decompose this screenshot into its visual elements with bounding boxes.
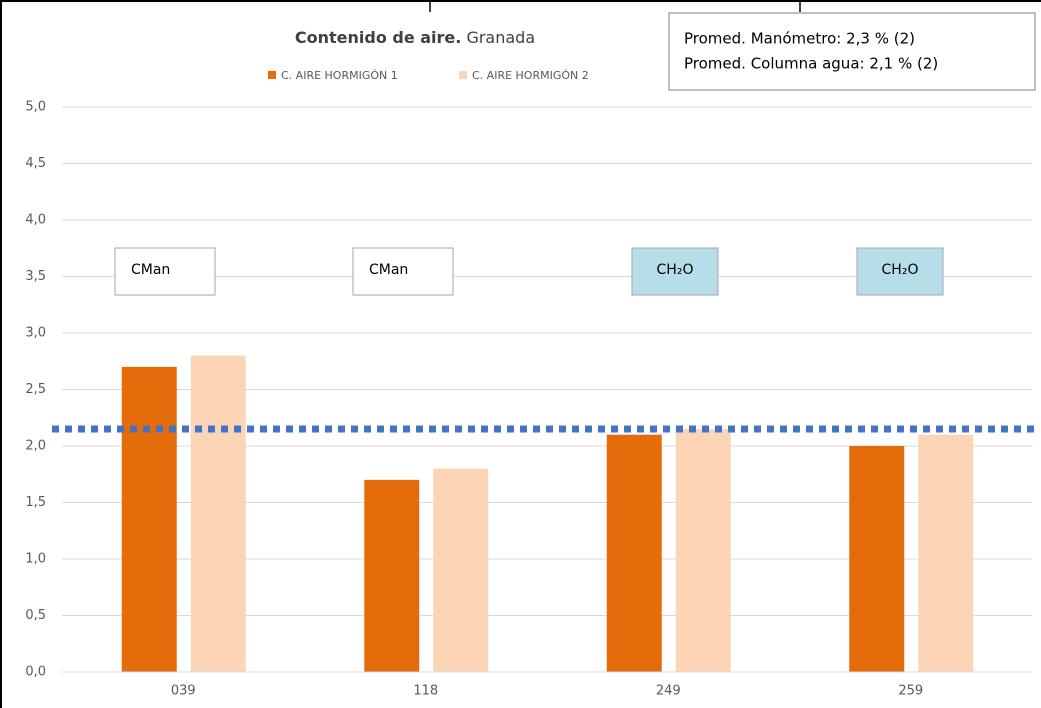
- bar: [364, 479, 420, 672]
- y-tick-label: 5,0: [25, 100, 46, 115]
- y-tick-label: 2,0: [25, 439, 46, 454]
- info-line: Promed. Columna agua: 2,1 % (2): [684, 55, 938, 73]
- annotation-label: CH₂O: [657, 262, 694, 278]
- annotation-label: CH₂O: [882, 262, 919, 278]
- annotation-box: [856, 247, 944, 296]
- bar: [433, 468, 489, 672]
- bar: [121, 366, 177, 672]
- legend-swatch: [459, 71, 467, 79]
- info-line: Promed. Manómetro: 2,3 % (2): [684, 30, 915, 48]
- x-tick-label: 118: [413, 684, 438, 699]
- x-tick-label: 039: [171, 684, 196, 699]
- y-tick-label: 0,5: [25, 608, 46, 623]
- y-tick-label: 4,5: [25, 156, 46, 171]
- x-tick-label: 249: [656, 684, 681, 699]
- y-tick-label: 2,5: [25, 382, 46, 397]
- info-box: [668, 12, 1036, 91]
- annotation-box: [631, 247, 719, 296]
- x-tick-label: 259: [898, 684, 923, 699]
- legend-swatch: [268, 71, 276, 79]
- y-tick-label: 1,5: [25, 495, 46, 510]
- y-tick-label: 3,5: [25, 269, 46, 284]
- annotation-label: CMan: [131, 262, 170, 278]
- bar: [849, 446, 905, 672]
- annotation-box: [352, 247, 454, 296]
- annotation-box: [114, 247, 216, 296]
- annotation-label: CMan: [369, 262, 408, 278]
- y-tick-label: 3,0: [25, 326, 46, 341]
- title-rest: Granada: [466, 28, 535, 47]
- bar: [606, 434, 662, 672]
- bar: [918, 434, 974, 672]
- chart-title: Contenido de aire. Granada: [295, 28, 535, 47]
- legend-label: C. AIRE HORMIGÓN 2: [472, 69, 589, 82]
- bar: [190, 355, 246, 672]
- y-tick-label: 4,0: [25, 213, 46, 228]
- bar: [675, 429, 731, 672]
- legend-label: C. AIRE HORMIGÓN 1: [281, 69, 398, 82]
- y-tick-label: 1,0: [25, 552, 46, 567]
- y-tick-label: 0,0: [25, 665, 46, 680]
- title-bold: Contenido de aire.: [295, 28, 462, 47]
